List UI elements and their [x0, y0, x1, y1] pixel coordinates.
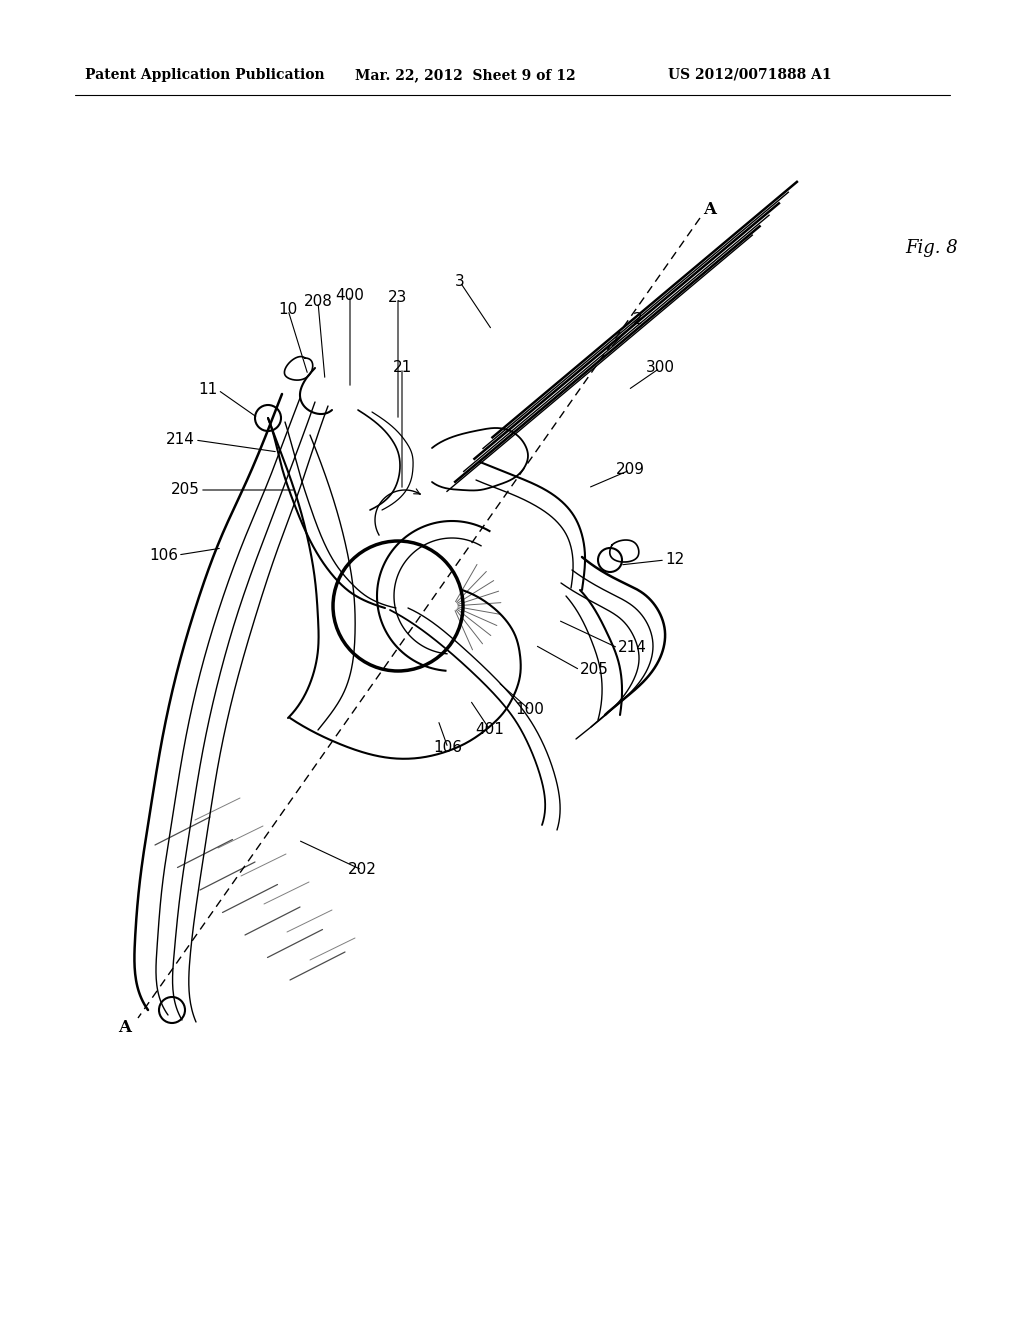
Text: 2: 2: [633, 313, 643, 327]
Text: 21: 21: [392, 360, 412, 375]
Text: 400: 400: [336, 288, 365, 302]
Text: Patent Application Publication: Patent Application Publication: [85, 69, 325, 82]
Text: 214: 214: [618, 640, 647, 656]
Text: 202: 202: [347, 862, 377, 878]
Text: 209: 209: [615, 462, 644, 478]
Text: 106: 106: [433, 741, 463, 755]
Text: US 2012/0071888 A1: US 2012/0071888 A1: [668, 69, 831, 82]
Text: 11: 11: [199, 383, 218, 397]
Text: 106: 106: [150, 548, 178, 562]
Text: 10: 10: [279, 302, 298, 318]
Text: Fig. 8: Fig. 8: [905, 239, 957, 257]
Text: 3: 3: [455, 275, 465, 289]
Text: Mar. 22, 2012  Sheet 9 of 12: Mar. 22, 2012 Sheet 9 of 12: [355, 69, 575, 82]
Text: 401: 401: [475, 722, 505, 738]
Text: 100: 100: [515, 702, 545, 718]
Text: 205: 205: [171, 483, 200, 498]
Text: 300: 300: [645, 360, 675, 375]
Text: A: A: [703, 202, 717, 219]
Text: 208: 208: [303, 294, 333, 309]
Text: 23: 23: [388, 290, 408, 305]
Text: A: A: [119, 1019, 131, 1036]
Text: 205: 205: [580, 663, 609, 677]
Text: 214: 214: [166, 433, 195, 447]
Text: 12: 12: [665, 553, 684, 568]
